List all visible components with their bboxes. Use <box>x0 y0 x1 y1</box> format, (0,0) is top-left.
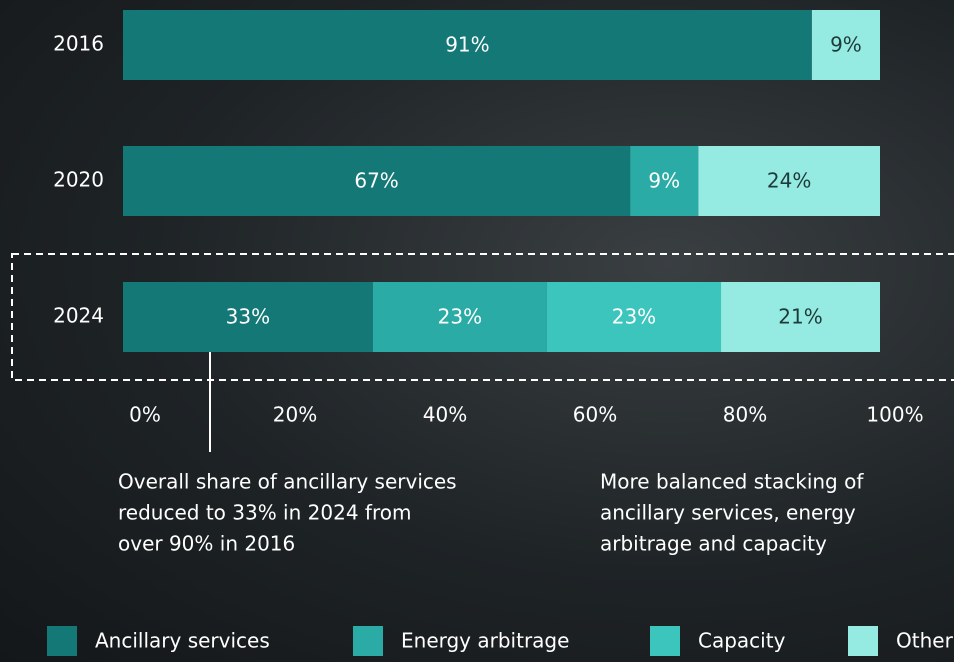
x-tick-label: 40% <box>423 403 467 427</box>
legend-label: Other <box>896 629 954 653</box>
annotation: reduced to 33% in 2024 from <box>118 501 411 525</box>
legend-swatch <box>848 626 878 656</box>
bar-segment <box>721 282 880 352</box>
highlight-box <box>11 253 954 381</box>
legend-label: Capacity <box>698 629 786 653</box>
y-tick-label: 2024 <box>53 304 104 328</box>
legend-swatch <box>353 626 383 656</box>
bar-segment <box>123 146 631 216</box>
value-label: 23% <box>438 305 482 329</box>
x-tick-label: 20% <box>273 403 317 427</box>
bar-segment <box>630 146 699 216</box>
value-label: 23% <box>612 305 656 329</box>
legend-label: Ancillary services <box>95 629 270 653</box>
x-tick-label: 60% <box>573 403 617 427</box>
value-label: 9% <box>648 169 680 193</box>
y-tick-label: 2016 <box>53 32 104 56</box>
annotation: More balanced stacking of <box>600 470 864 494</box>
bar-segment <box>123 282 373 352</box>
value-label: 24% <box>767 169 811 193</box>
legend-swatch <box>650 626 680 656</box>
legend-label: Energy arbitrage <box>401 629 569 653</box>
x-tick-label: 0% <box>129 403 161 427</box>
y-tick-label: 2020 <box>53 168 104 192</box>
value-label: 67% <box>354 169 398 193</box>
bar-segment <box>546 282 722 352</box>
value-label: 33% <box>226 305 270 329</box>
bar-segment <box>811 10 880 80</box>
annotation: arbitrage and capacity <box>600 532 827 556</box>
annotation: ancillary services, energy <box>600 501 856 525</box>
bar-segment <box>698 146 880 216</box>
x-tick-label: 100% <box>866 403 923 427</box>
value-label: 9% <box>830 33 862 57</box>
bar-segment <box>372 282 547 352</box>
bar-segment <box>123 10 812 80</box>
x-tick-label: 80% <box>723 403 767 427</box>
annotation: over 90% in 2016 <box>118 532 295 556</box>
value-label: 91% <box>445 33 489 57</box>
legend-swatch <box>47 626 77 656</box>
value-label: 21% <box>778 305 822 329</box>
annotation: Overall share of ancillary services <box>118 470 457 494</box>
